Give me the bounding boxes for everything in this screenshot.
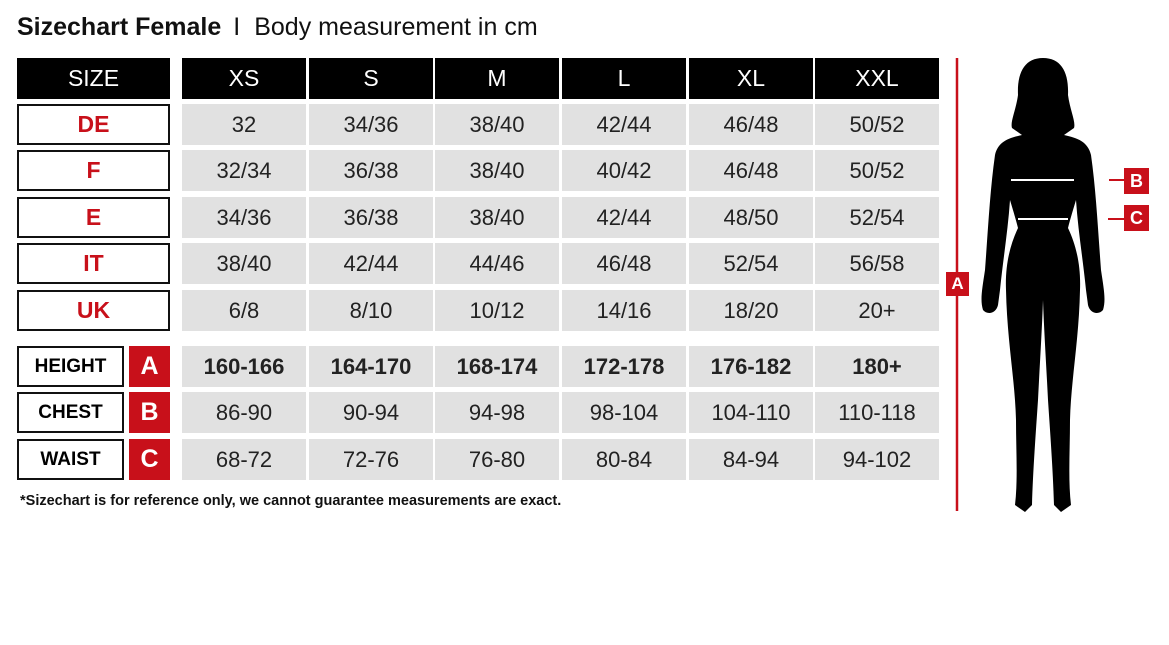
table-cell: 168-174 <box>435 346 559 387</box>
size-column-header: XXL <box>815 58 939 99</box>
region-label: IT <box>17 243 170 284</box>
region-label: F <box>17 150 170 191</box>
measurement-badge: B <box>129 392 170 433</box>
table-cell: 38/40 <box>435 150 559 191</box>
table-cell: 94-98 <box>435 392 559 433</box>
table-cell: 56/58 <box>815 243 939 284</box>
table-cell: 68-72 <box>182 439 306 480</box>
measurement-label: HEIGHT <box>17 346 124 387</box>
height-badge: A <box>946 272 969 296</box>
table-cell: 180+ <box>815 346 939 387</box>
table-cell: 38/40 <box>435 197 559 238</box>
table-cell: 52/54 <box>689 243 813 284</box>
table-cell: 110-118 <box>815 392 939 433</box>
size-column-header: M <box>435 58 559 99</box>
table-cell: 18/20 <box>689 290 813 331</box>
chest-badge: B <box>1124 168 1149 194</box>
waist-badge: C <box>1124 205 1149 231</box>
table-cell: 38/40 <box>435 104 559 145</box>
table-cell: 42/44 <box>562 104 686 145</box>
table-cell: 8/10 <box>309 290 433 331</box>
table-cell: 20+ <box>815 290 939 331</box>
table-cell: 48/50 <box>689 197 813 238</box>
size-column-header: L <box>562 58 686 99</box>
table-cell: 84-94 <box>689 439 813 480</box>
measurement-label: WAIST <box>17 439 124 480</box>
table-cell: 32/34 <box>182 150 306 191</box>
table-cell: 38/40 <box>182 243 306 284</box>
table-cell: 72-76 <box>309 439 433 480</box>
table-cell: 36/38 <box>309 197 433 238</box>
table-cell: 80-84 <box>562 439 686 480</box>
table-cell: 160-166 <box>182 346 306 387</box>
table-cell: 44/46 <box>435 243 559 284</box>
table-cell: 90-94 <box>309 392 433 433</box>
female-silhouette <box>981 58 1105 512</box>
table-cell: 42/44 <box>309 243 433 284</box>
title-main: Sizechart Female <box>17 13 222 41</box>
size-column-header: XL <box>689 58 813 99</box>
region-label: E <box>17 197 170 238</box>
table-cell: 50/52 <box>815 150 939 191</box>
table-cell: 42/44 <box>562 197 686 238</box>
page-title: Sizechart Female I Body measurement in cm <box>17 13 538 42</box>
size-column-header: S <box>309 58 433 99</box>
table-cell: 52/54 <box>815 197 939 238</box>
table-cell: 50/52 <box>815 104 939 145</box>
table-cell: 86-90 <box>182 392 306 433</box>
table-cell: 46/48 <box>689 150 813 191</box>
table-cell: 32 <box>182 104 306 145</box>
table-cell: 46/48 <box>689 104 813 145</box>
table-cell: 34/36 <box>309 104 433 145</box>
table-cell: 6/8 <box>182 290 306 331</box>
table-cell: 164-170 <box>309 346 433 387</box>
table-cell: 76-80 <box>435 439 559 480</box>
table-cell: 36/38 <box>309 150 433 191</box>
table-cell: 14/16 <box>562 290 686 331</box>
title-sub: Body measurement in cm <box>254 13 538 41</box>
table-cell: 94-102 <box>815 439 939 480</box>
table-cell: 40/42 <box>562 150 686 191</box>
measurement-label: CHEST <box>17 392 124 433</box>
table-cell: 104-110 <box>689 392 813 433</box>
table-cell: 34/36 <box>182 197 306 238</box>
table-cell: 176-182 <box>689 346 813 387</box>
measurement-badge: A <box>129 346 170 387</box>
measurement-badge: C <box>129 439 170 480</box>
region-label: DE <box>17 104 170 145</box>
region-label: UK <box>17 290 170 331</box>
table-cell: 46/48 <box>562 243 686 284</box>
table-cell: 10/12 <box>435 290 559 331</box>
size-header: SIZE <box>17 58 170 99</box>
footnote: *Sizechart is for reference only, we can… <box>20 493 562 509</box>
title-separator: I <box>233 13 241 41</box>
table-cell: 172-178 <box>562 346 686 387</box>
size-column-header: XS <box>182 58 306 99</box>
table-cell: 98-104 <box>562 392 686 433</box>
